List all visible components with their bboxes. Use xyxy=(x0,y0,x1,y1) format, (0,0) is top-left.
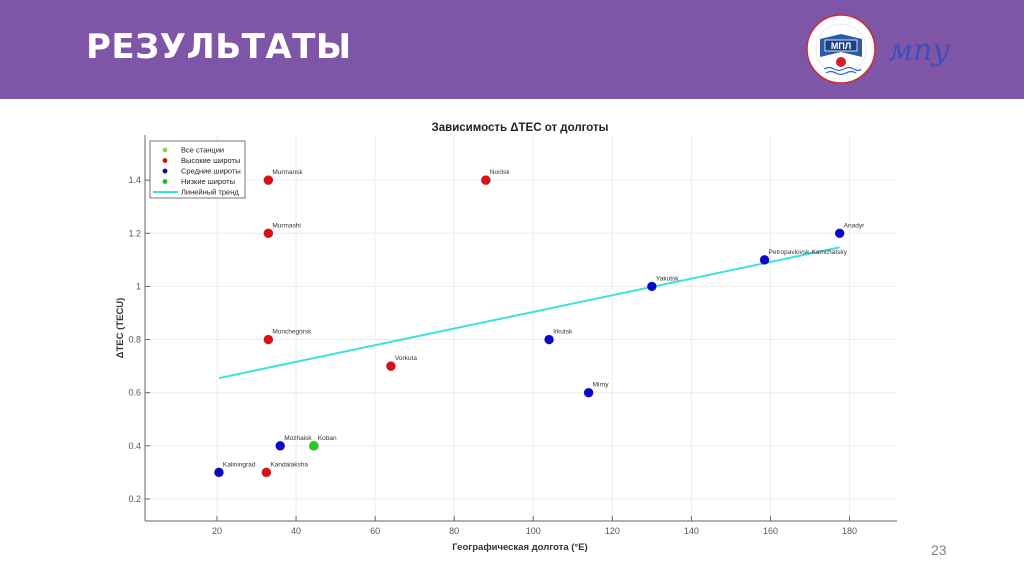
slide-header: РЕЗУЛЬТАТЫ МПЛ мпу xyxy=(0,0,1024,99)
data-point xyxy=(214,467,224,478)
data-point xyxy=(275,440,286,451)
data-point xyxy=(646,281,657,292)
legend-label: Высокие широты xyxy=(181,156,240,165)
slide-title: РЕЗУЛЬТАТЫ xyxy=(86,27,352,67)
legend-marker-icon xyxy=(162,168,168,174)
legend-marker-icon xyxy=(162,158,168,163)
point-label: Irkutsk xyxy=(553,329,573,336)
data-point xyxy=(386,361,396,372)
legend-marker-icon xyxy=(162,179,168,184)
legend-label: Линейный тренд xyxy=(181,188,239,197)
mpl-logo: МПЛ xyxy=(806,14,876,84)
data-point xyxy=(759,254,770,265)
data-point xyxy=(583,387,594,398)
point-label: Murmashi xyxy=(272,222,301,229)
mpu-logo-text: мпу xyxy=(888,33,950,68)
x-tick-label: 100 xyxy=(526,526,541,536)
y-tick-label: 0.2 xyxy=(128,494,141,504)
points: Murmansk Norilsk Murmashi Monchegorsk Vorkut… xyxy=(214,169,865,478)
legend-marker-icon xyxy=(162,147,168,153)
y-tick-label: 0.4 xyxy=(128,441,141,451)
mpu-logo: мпу xyxy=(888,33,950,68)
scatter-chart: Murmansk Norilsk Murmashi Monchegorsk Vorkut… xyxy=(115,122,897,553)
x-tick-label: 180 xyxy=(842,526,857,536)
y-ticks: 0.2 0.4 0.6 0.8 1 1.2 1.4 xyxy=(128,175,150,504)
page-number: 23 xyxy=(931,542,947,558)
mpl-logo-text: МПЛ xyxy=(831,41,851,51)
chart-title: Зависимость ΔTEC от долготы xyxy=(432,122,609,134)
y-tick-label: 1 xyxy=(136,281,141,291)
legend-label: Средние широты xyxy=(181,167,241,176)
y-tick-label: 0.8 xyxy=(128,335,141,345)
point-label: Kaliningrad xyxy=(223,461,256,468)
data-point xyxy=(263,334,274,345)
point-label: Yakutsk xyxy=(656,275,679,282)
x-tick-label: 60 xyxy=(370,526,380,536)
x-axis-label: Географическая долгота (°E) xyxy=(452,542,587,553)
data-point xyxy=(263,228,274,239)
x-ticks: 20 40 60 80 100 120 140 160 180 xyxy=(212,516,857,536)
y-tick-label: 1.4 xyxy=(128,175,141,185)
x-tick-label: 140 xyxy=(684,526,699,536)
x-tick-label: 160 xyxy=(763,526,778,536)
x-tick-label: 40 xyxy=(291,526,301,536)
data-point xyxy=(308,440,319,451)
point-label: Kandalaksha xyxy=(270,461,308,468)
data-point xyxy=(544,334,554,345)
data-point xyxy=(834,228,845,239)
data-point xyxy=(263,175,274,186)
point-label: Norilsk xyxy=(490,169,511,176)
point-label: Anadyr xyxy=(844,222,865,229)
trend-line xyxy=(218,246,840,380)
point-label: Vorkuta xyxy=(395,355,417,362)
point-label: Koban xyxy=(318,435,337,442)
legend-label: Низкие широты xyxy=(181,177,235,186)
data-point xyxy=(480,175,491,186)
point-label: Murmansk xyxy=(272,169,303,176)
point-label: Mirny xyxy=(593,382,610,389)
grid xyxy=(145,135,897,521)
x-tick-label: 120 xyxy=(605,526,620,536)
x-tick-label: 20 xyxy=(212,526,222,536)
point-label: Mozhaisk xyxy=(284,435,312,442)
data-point xyxy=(261,467,272,478)
point-label: Petropavlovsk-Kamchatsky xyxy=(769,249,848,256)
y-tick-label: 1.2 xyxy=(128,228,141,238)
x-tick-label: 80 xyxy=(449,526,459,536)
y-axis-label: ΔTEC (TECU) xyxy=(115,298,126,359)
y-tick-label: 0.6 xyxy=(128,388,141,398)
point-label: Monchegorsk xyxy=(272,329,312,336)
legend-label: Все станции xyxy=(181,146,224,155)
